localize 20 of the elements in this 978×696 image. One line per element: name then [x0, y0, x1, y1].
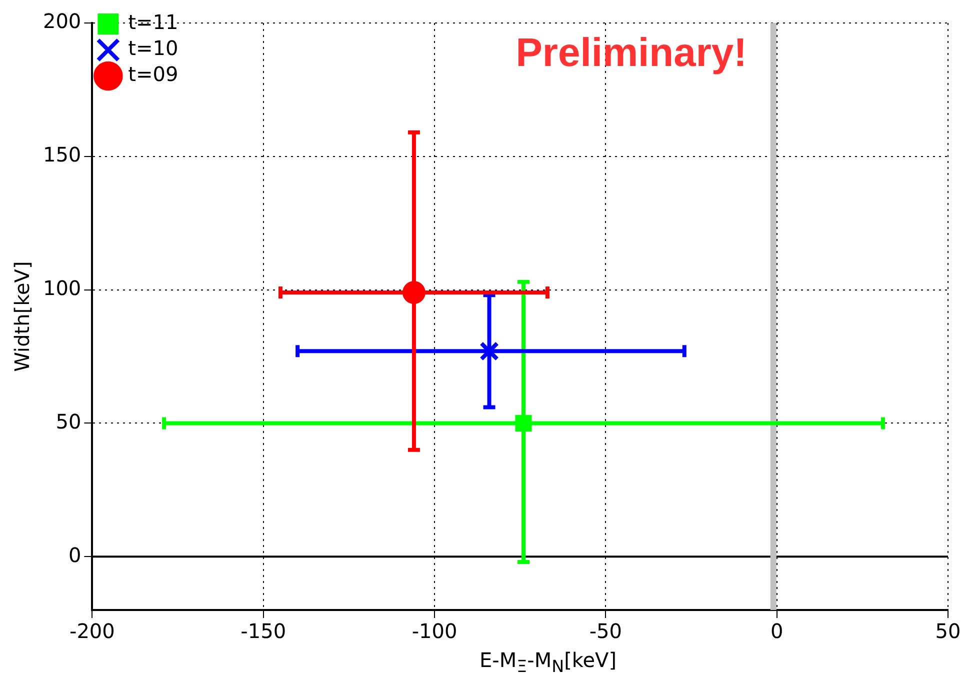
y-tick-label: 150 — [42, 142, 82, 167]
point — [480, 341, 500, 361]
x-tick-label: 50 — [935, 619, 961, 644]
x-tick-label: -100 — [412, 619, 458, 644]
y-tick-label: 200 — [42, 9, 82, 34]
x-axis-title: E-M$_{Ξ}$-M$_{N}$[keV] — [478, 648, 618, 676]
annotation: Preliminary! — [516, 31, 747, 76]
y-axis-title: Width[keV] — [10, 261, 34, 372]
y-tick-label: 50 — [56, 409, 82, 434]
legend-label: t=11 — [128, 10, 178, 34]
legend-label: t=10 — [128, 36, 178, 60]
x-tick-label: 0 — [770, 619, 784, 644]
point — [515, 414, 532, 432]
x-tick-label: -50 — [589, 619, 622, 644]
y-tick-label: 100 — [42, 276, 82, 300]
point — [402, 280, 426, 304]
x-tick-label: -200 — [69, 619, 115, 644]
y-tick-label: 0 — [68, 542, 82, 567]
legend-label: t=09 — [128, 62, 178, 86]
x-tick-label: -150 — [240, 619, 286, 644]
